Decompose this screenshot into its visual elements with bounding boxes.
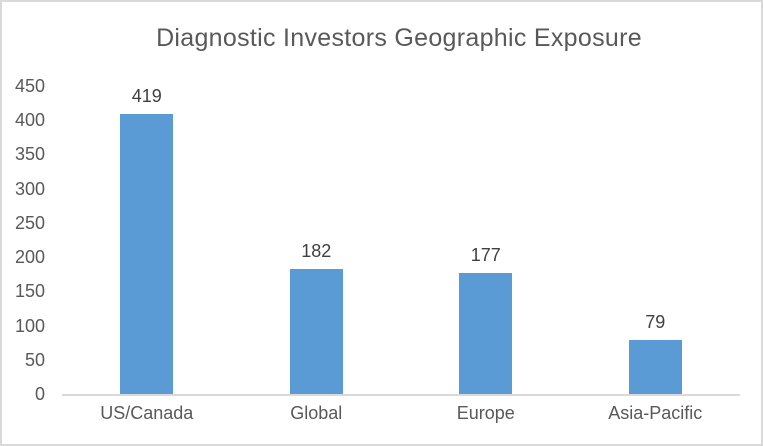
plot-area: 419 182 177 79 <box>62 86 740 396</box>
y-tick-label: 100 <box>14 315 45 336</box>
x-tick-label: US/Canada <box>100 402 194 423</box>
y-tick-label: 200 <box>14 247 45 268</box>
y-tick-label: 0 <box>34 384 45 404</box>
y-tick-label: 50 <box>24 349 45 370</box>
y-tick-label: 350 <box>14 144 45 165</box>
bar-slot: 177 <box>401 86 571 394</box>
bar-slot: 182 <box>232 86 402 394</box>
y-tick-label: 450 <box>14 76 45 96</box>
y-tick-label: 300 <box>14 178 45 199</box>
bar-value-label: 79 <box>645 312 666 332</box>
bar <box>459 273 513 394</box>
bar <box>120 114 174 394</box>
bar-value-label: 182 <box>301 241 332 261</box>
bar-slot: 419 <box>62 86 232 394</box>
bar-slot: 79 <box>571 86 741 394</box>
bar-value-label: 177 <box>470 245 501 265</box>
x-axis: US/Canada Global Europe Asia-Pacific <box>62 398 740 428</box>
x-tick-label: Europe <box>456 402 515 423</box>
bar <box>628 340 682 394</box>
x-tick-label: Global <box>290 402 343 423</box>
chart-title: Diagnostic Investors Geographic Exposure <box>156 24 642 52</box>
bar <box>289 269 343 394</box>
bar-value-label: 419 <box>131 86 162 106</box>
y-tick-label: 150 <box>14 281 45 302</box>
y-tick-label: 250 <box>14 212 45 233</box>
y-axis: 0 50 100 150 200 250 300 350 400 450 <box>2 2 45 444</box>
y-tick-label: 400 <box>14 110 45 131</box>
x-tick-label: Asia-Pacific <box>608 402 703 423</box>
